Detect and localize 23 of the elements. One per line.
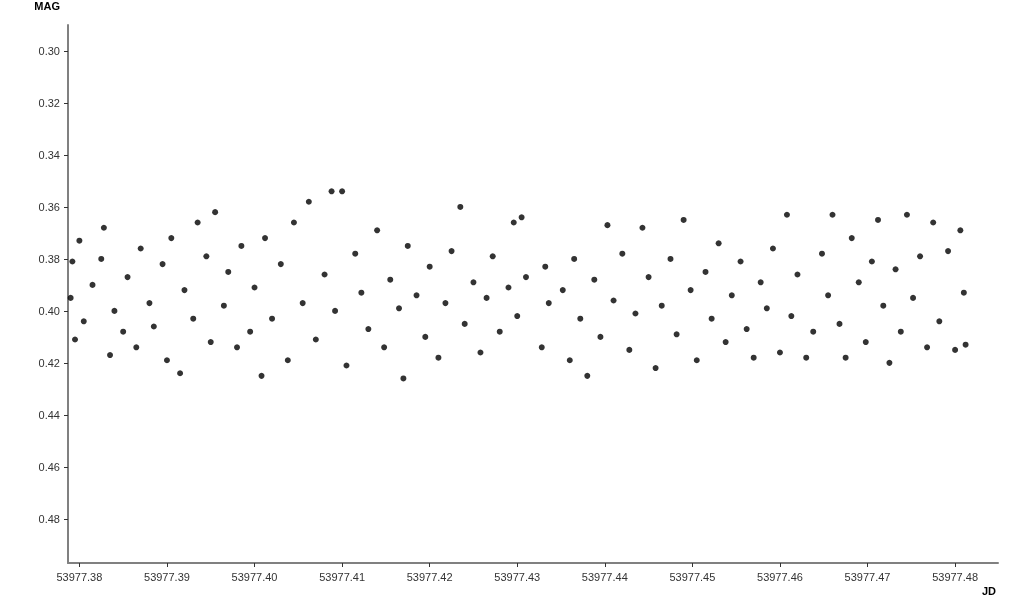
y-tick-label: 0.32 xyxy=(38,96,60,109)
x-axis-title: JD xyxy=(982,584,997,597)
y-tick-label: 0.44 xyxy=(38,408,60,421)
x-tick-label: 53977.40 xyxy=(231,570,278,583)
y-tick-label: 0.38 xyxy=(38,252,60,265)
x-tick-label: 53977.43 xyxy=(494,570,541,583)
y-tick-label: 0.42 xyxy=(38,356,60,369)
x-tick-label: 53977.44 xyxy=(581,570,628,583)
x-tick-label: 53977.46 xyxy=(757,570,803,583)
x-tick-label: 53977.45 xyxy=(669,570,716,583)
y-tick-label: 0.46 xyxy=(38,460,60,473)
y-tick-label: 0.34 xyxy=(38,148,60,161)
x-tick-label: 53977.42 xyxy=(406,570,453,583)
x-tick-label: 53977.48 xyxy=(932,570,979,583)
y-tick-label: 0.40 xyxy=(38,304,60,317)
y-tick-label: 0.30 xyxy=(38,44,60,57)
x-tick-label: 53977.39 xyxy=(144,570,190,583)
y-tick-label: 0.36 xyxy=(38,200,60,213)
x-tick-label: 53977.47 xyxy=(844,570,891,583)
y-axis-title: MAG xyxy=(34,0,60,12)
y-tick-label: 0.48 xyxy=(38,512,60,525)
x-tick-label: 53977.38 xyxy=(56,570,103,583)
x-tick-label: 53977.41 xyxy=(319,570,366,583)
